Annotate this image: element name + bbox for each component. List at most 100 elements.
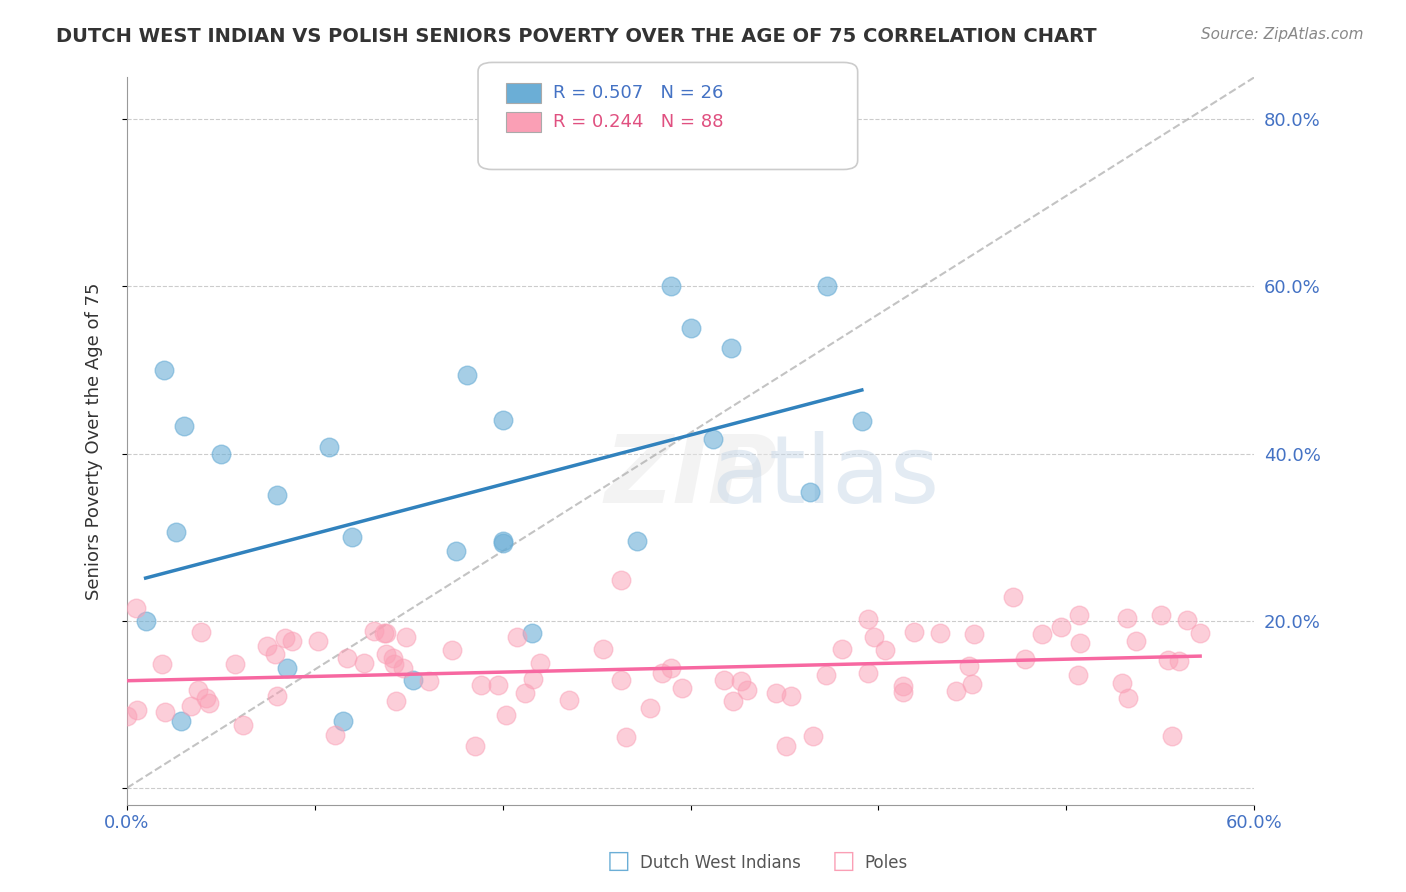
Text: DUTCH WEST INDIAN VS POLISH SENIORS POVERTY OVER THE AGE OF 75 CORRELATION CHART: DUTCH WEST INDIAN VS POLISH SENIORS POVE… (56, 27, 1097, 45)
Poles (1168, 654, 1191, 668)
Poles (281, 633, 304, 648)
Poles (659, 661, 682, 675)
Poles (418, 674, 440, 689)
Poles (945, 684, 967, 698)
Poles (1116, 611, 1139, 625)
Text: R = 0.244   N = 88: R = 0.244 N = 88 (553, 113, 723, 131)
Poles (373, 626, 395, 640)
Poles (115, 708, 138, 723)
Poles (264, 647, 287, 661)
Poles (863, 630, 886, 644)
Poles (801, 729, 824, 743)
Poles (963, 627, 986, 641)
Poles (382, 650, 405, 665)
Poles (1111, 676, 1133, 690)
Poles (957, 659, 980, 673)
Poles (266, 690, 288, 704)
Poles (831, 642, 853, 657)
Poles (856, 666, 879, 681)
Poles (814, 667, 837, 681)
Poles (765, 686, 787, 700)
Poles (1001, 591, 1024, 605)
Poles (557, 693, 579, 707)
Poles (779, 689, 801, 703)
Poles (730, 673, 752, 688)
Dutch West Indians (702, 432, 724, 446)
Poles (256, 639, 278, 653)
Poles (1066, 668, 1088, 682)
Poles (1125, 634, 1147, 648)
Dutch West Indians (173, 418, 195, 433)
Poles (592, 642, 614, 657)
Dutch West Indians (815, 279, 838, 293)
Poles (960, 677, 983, 691)
Dutch West Indians (446, 544, 468, 558)
Poles (723, 694, 745, 708)
Poles (180, 699, 202, 714)
Dutch West Indians (153, 363, 176, 377)
Text: atlas: atlas (711, 432, 939, 524)
Dutch West Indians (332, 714, 354, 728)
Poles (464, 739, 486, 754)
Poles (336, 650, 359, 665)
Dutch West Indians (720, 341, 742, 355)
Poles (385, 693, 408, 707)
Poles (470, 677, 492, 691)
Poles (891, 685, 914, 699)
Poles (1160, 729, 1182, 743)
Poles (891, 679, 914, 693)
Poles (1049, 620, 1071, 634)
Dutch West Indians (266, 488, 288, 502)
Dutch West Indians (659, 279, 682, 293)
Poles (713, 673, 735, 688)
Poles (856, 612, 879, 626)
Dutch West Indians (679, 321, 702, 335)
Poles (1069, 636, 1091, 650)
Poles (1150, 608, 1173, 623)
Dutch West Indians (626, 533, 648, 548)
Text: Poles: Poles (865, 854, 908, 871)
Dutch West Indians (402, 673, 425, 687)
Poles (614, 730, 637, 744)
Poles (610, 573, 633, 587)
Dutch West Indians (456, 368, 478, 383)
Poles (153, 705, 176, 719)
Dutch West Indians (318, 441, 340, 455)
Poles (529, 656, 551, 670)
Poles (395, 630, 418, 644)
Text: ZIP: ZIP (605, 432, 778, 524)
Poles (1014, 652, 1036, 666)
Poles (198, 696, 221, 710)
Poles (384, 657, 406, 672)
Poles (353, 656, 375, 670)
Text: R = 0.507   N = 26: R = 0.507 N = 26 (553, 84, 723, 102)
Poles (495, 708, 517, 723)
Poles (929, 626, 952, 640)
Poles (610, 673, 633, 687)
Poles (125, 600, 148, 615)
Poles (374, 648, 396, 662)
Poles (522, 672, 544, 686)
Dutch West Indians (491, 535, 513, 549)
Poles (274, 631, 297, 645)
Dutch West Indians (209, 447, 232, 461)
Text: □: □ (607, 849, 630, 872)
Poles (195, 690, 218, 705)
Poles (1116, 691, 1139, 706)
Text: Dutch West Indians: Dutch West Indians (640, 854, 800, 871)
Dutch West Indians (135, 614, 157, 628)
Text: Source: ZipAtlas.com: Source: ZipAtlas.com (1201, 27, 1364, 42)
Poles (441, 642, 464, 657)
Poles (506, 630, 529, 644)
Poles (903, 625, 925, 640)
Dutch West Indians (799, 484, 821, 499)
Poles (873, 643, 896, 657)
Poles (363, 624, 385, 638)
Poles (1175, 613, 1198, 627)
Dutch West Indians (851, 414, 873, 428)
Poles (1067, 608, 1090, 623)
Y-axis label: Seniors Poverty Over the Age of 75: Seniors Poverty Over the Age of 75 (86, 282, 103, 599)
Dutch West Indians (492, 534, 515, 549)
Poles (1157, 653, 1180, 667)
Dutch West Indians (342, 530, 364, 544)
